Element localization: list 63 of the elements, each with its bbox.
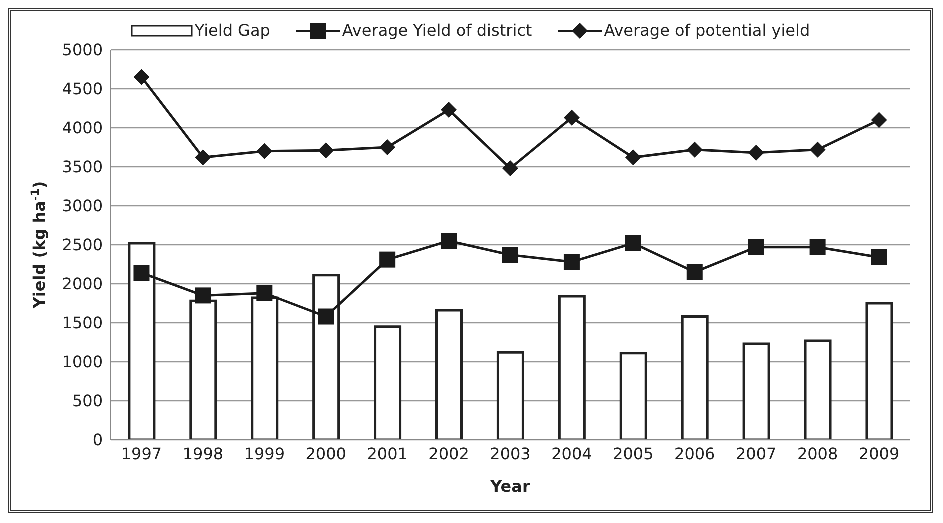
y-tick-label: 3000 [62, 196, 103, 216]
bar [558, 295, 586, 440]
legend-label: Average Yield of district [342, 21, 532, 40]
point [195, 288, 212, 304]
bar [496, 351, 524, 440]
y-tick-label: 500 [72, 392, 103, 411]
point [748, 239, 764, 256]
point [380, 252, 396, 268]
bar [742, 342, 770, 440]
x-tick-label: 2005 [613, 444, 654, 464]
point [441, 233, 458, 250]
point [564, 254, 580, 270]
y-tick-label: 3500 [62, 158, 103, 177]
point [256, 285, 273, 302]
legend-label: Yield Gap [194, 21, 270, 40]
point [810, 142, 826, 158]
point [380, 140, 396, 156]
y-tick-label: 1500 [62, 314, 103, 333]
x-tick-label: 2001 [367, 444, 408, 464]
x-tick-label: 1999 [244, 444, 286, 464]
point [748, 144, 764, 161]
y-tick-label: 4000 [62, 118, 103, 138]
x-axis-title: Year [490, 477, 530, 496]
bar [681, 316, 709, 440]
x-tick-label: 2006 [674, 444, 716, 464]
point [564, 110, 580, 126]
y-tick-label: 5000 [62, 40, 103, 60]
y-tick-label: 1000 [62, 352, 103, 372]
point [686, 142, 703, 158]
point [441, 102, 458, 118]
x-tick-label: 2009 [858, 444, 900, 464]
x-tick-label: 2000 [306, 444, 346, 464]
x-tick-label: 2007 [736, 444, 777, 464]
x-tick-label: 2003 [490, 444, 531, 464]
point [871, 112, 888, 128]
point [625, 150, 642, 166]
bar [620, 352, 648, 440]
y-tick-label: 2500 [62, 236, 103, 255]
bar [374, 326, 402, 440]
point [134, 69, 150, 86]
point [318, 142, 334, 159]
x-tick-label: 2004 [552, 444, 592, 464]
x-tick-label: 1997 [121, 444, 162, 464]
x-tick-label: 2008 [797, 444, 838, 464]
point [502, 247, 518, 264]
x-tick-label: 2002 [428, 444, 470, 464]
point [625, 235, 642, 252]
y-tick-label: 2000 [62, 274, 103, 294]
point [195, 150, 212, 166]
point [318, 308, 334, 325]
point [686, 264, 703, 280]
bar [866, 302, 894, 440]
y-tick-label: 4500 [62, 80, 103, 99]
y-tick-label: 0 [92, 430, 103, 450]
bar [804, 340, 832, 440]
point [810, 239, 826, 256]
point [502, 160, 518, 177]
point [871, 249, 888, 266]
point [256, 143, 273, 160]
point [134, 265, 150, 282]
bar [435, 309, 463, 440]
x-tick-label: 1998 [182, 444, 224, 464]
legend-label: Average of potential yield [604, 21, 810, 40]
